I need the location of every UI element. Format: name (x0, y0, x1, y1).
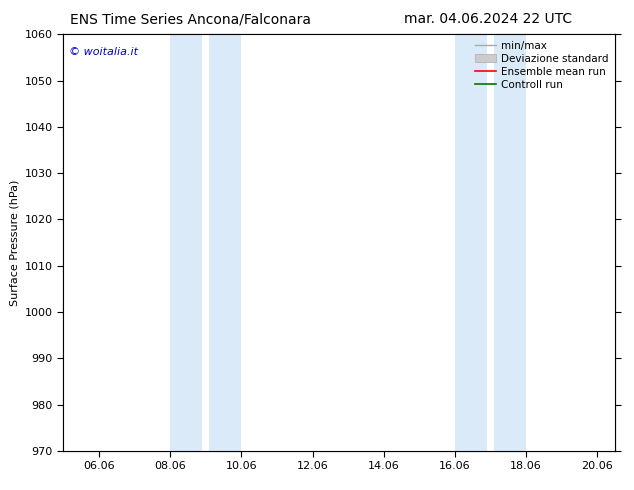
Bar (494, 34, 526, 451)
Bar (170, 34, 202, 451)
Bar (455, 34, 487, 451)
Text: © woitalia.it: © woitalia.it (69, 47, 138, 57)
Bar (209, 34, 242, 451)
Text: ENS Time Series Ancona/Falconara: ENS Time Series Ancona/Falconara (70, 12, 311, 26)
Y-axis label: Surface Pressure (hPa): Surface Pressure (hPa) (10, 179, 19, 306)
Text: mar. 04.06.2024 22 UTC: mar. 04.06.2024 22 UTC (404, 12, 573, 26)
Legend: min/max, Deviazione standard, Ensemble mean run, Controll run: min/max, Deviazione standard, Ensemble m… (471, 36, 613, 94)
